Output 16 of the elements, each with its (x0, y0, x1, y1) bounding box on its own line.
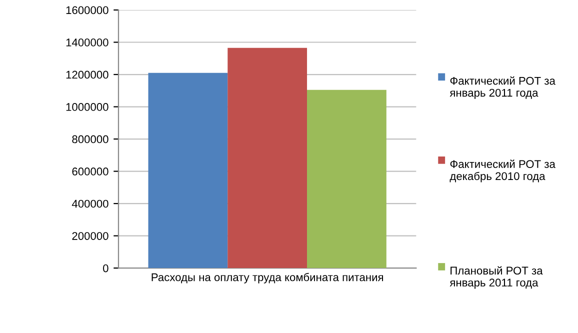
bar (228, 48, 308, 268)
x-tick-label: Расходы на оплату труда комбината питания (152, 272, 384, 284)
bar (148, 72, 228, 268)
bar (307, 90, 386, 268)
y-tick-label: 1400000 (66, 38, 108, 46)
legend-label: Фактический РОТ за январь 2011 года (450, 76, 556, 99)
legend-label: Плановый РОТ за январь 2011 года (450, 266, 543, 289)
y-tick-label: 1600000 (66, 6, 108, 14)
y-tick-label: 600000 (72, 168, 108, 176)
y-tick-label: 800000 (72, 135, 108, 144)
legend-label: Фактический РОТ за декабрь 2010 года (450, 160, 556, 182)
y-tick-label: 1000000 (66, 103, 108, 111)
y-tick-label: 200000 (72, 232, 108, 240)
y-tick-label: 0 (103, 264, 108, 272)
y-tick-label: 400000 (72, 200, 108, 208)
y-tick-label: 1200000 (66, 70, 108, 79)
